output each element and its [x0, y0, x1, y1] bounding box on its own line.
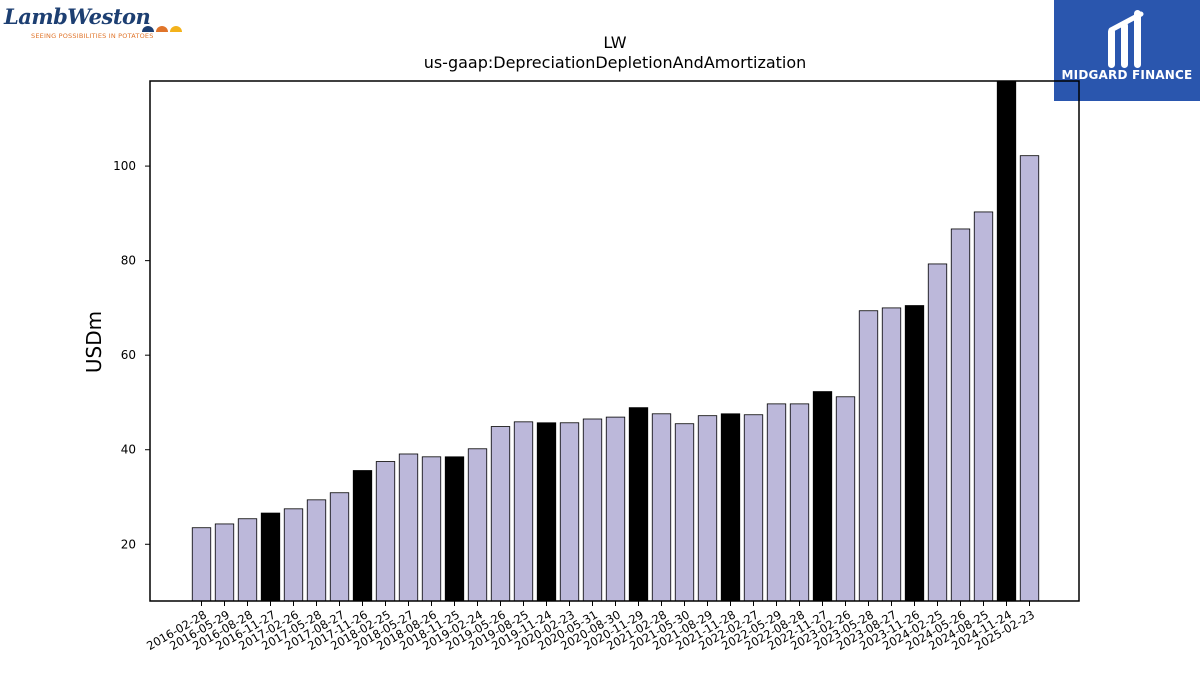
bar-2018-11-25	[444, 456, 465, 602]
lambweston-logo: LambWeston SEEING POSSIBILITIES IN POTAT…	[4, 4, 194, 44]
bar-2017-05-28	[306, 499, 327, 602]
y-tick-label: 60	[121, 348, 136, 362]
x-axis-ticks: 2016-02-282016-05-292016-08-282016-11-27…	[144, 601, 1037, 653]
potato-dots-icon	[142, 26, 182, 32]
bar-2019-08-25	[513, 421, 534, 602]
bar-2018-02-25	[375, 461, 396, 602]
bar-2021-02-28	[651, 413, 672, 602]
lambweston-tagline: SEEING POSSIBILITIES IN POTATOES	[31, 32, 154, 40]
bar-2019-02-24	[467, 448, 488, 602]
bar-2023-11-26	[904, 305, 925, 602]
bar-2017-08-27	[329, 492, 350, 602]
midgard-emblem-icon	[1108, 10, 1144, 68]
bar-2016-08-28	[237, 518, 258, 602]
bar-2019-11-24	[536, 422, 557, 602]
bar-2016-02-28	[191, 527, 212, 602]
bar-2020-02-23	[559, 422, 580, 602]
bar-2017-11-26	[352, 470, 373, 602]
bar-2024-05-26	[950, 228, 971, 602]
bar-2017-02-26	[283, 508, 304, 602]
bar-2018-05-27	[398, 453, 419, 602]
y-tick-label: 80	[121, 254, 136, 268]
chart-title: LW	[603, 33, 626, 52]
y-tick-label: 40	[121, 443, 136, 457]
bar-2023-02-26	[835, 396, 856, 602]
bar-2021-08-29	[697, 415, 718, 602]
y-axis-ticks: 20 40 60 80 100	[113, 159, 150, 551]
bars-group	[191, 80, 1040, 602]
bar-2024-02-25	[927, 263, 948, 602]
midgard-finance-logo: MIDGARD FINANCE	[1054, 0, 1200, 101]
y-tick-label: 100	[113, 159, 136, 173]
bar-2021-11-28	[720, 413, 741, 602]
bar-2020-11-29	[628, 407, 649, 602]
y-tick-label: 20	[121, 537, 136, 551]
bar-2024-08-25	[973, 211, 994, 602]
bar-2022-08-28	[789, 403, 810, 602]
bar-2016-05-29	[214, 523, 235, 602]
bar-2022-05-29	[766, 403, 787, 602]
chart-subtitle: us-gaap:DepreciationDepletionAndAmortiza…	[424, 53, 807, 72]
plot-frame	[149, 80, 1080, 602]
bar-2019-05-26	[490, 426, 511, 602]
bar-2022-11-27	[812, 391, 833, 602]
bar-2020-08-30	[605, 416, 626, 602]
bar-2025-02-23	[1019, 155, 1040, 602]
bar-2018-08-26	[421, 456, 442, 602]
lambweston-wordmark: LambWeston	[4, 4, 151, 29]
bar-2020-05-31	[582, 418, 603, 602]
y-axis-label: USDm	[82, 311, 106, 373]
bar-2023-05-28	[858, 310, 879, 602]
bar-2016-11-27	[260, 512, 281, 602]
bar-2021-05-30	[674, 423, 695, 602]
bar-2022-02-27	[743, 414, 764, 602]
bar-2023-08-27	[881, 307, 902, 602]
bar-2024-11-24	[996, 80, 1017, 602]
midgard-finance-wordmark: MIDGARD FINANCE	[1061, 68, 1193, 82]
